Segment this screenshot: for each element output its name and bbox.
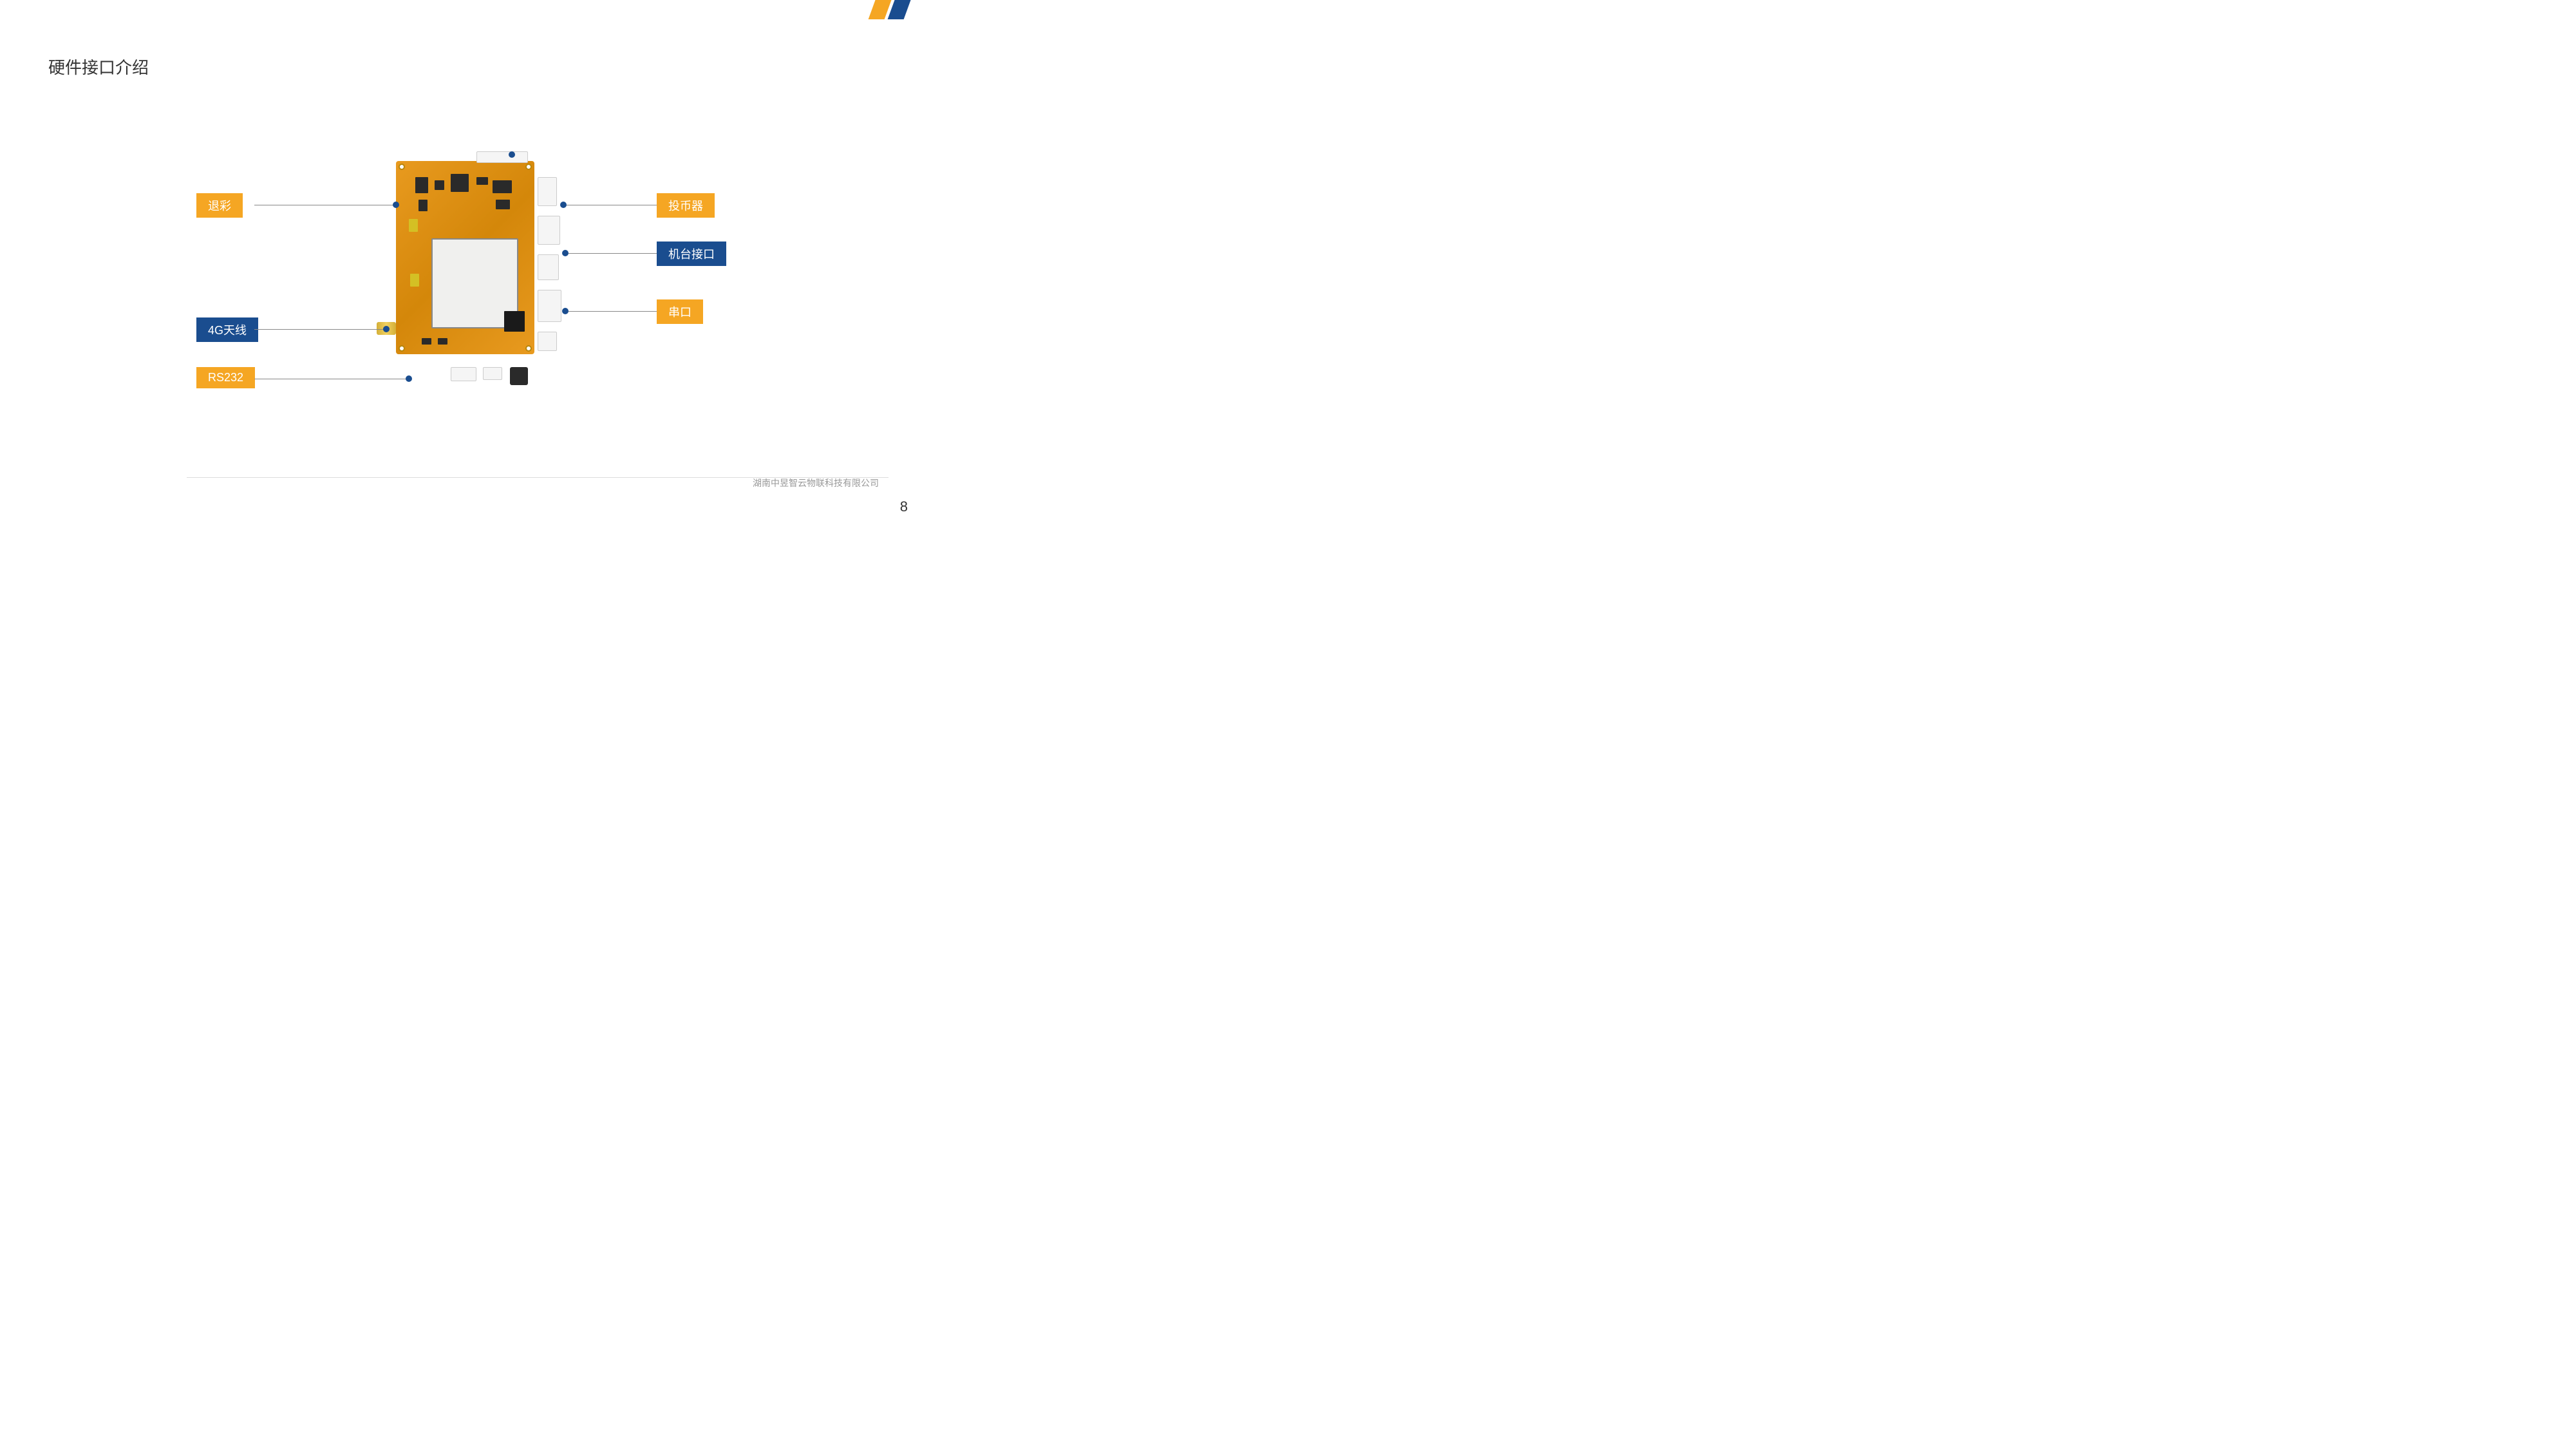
pcb-connector-right <box>538 290 561 322</box>
pcb-component <box>418 200 428 211</box>
pcb-connector-right <box>538 332 557 351</box>
leader-line <box>565 253 657 254</box>
leader-dot-top <box>509 151 515 158</box>
pcb-connector-right <box>538 177 557 206</box>
leader-line <box>254 329 386 330</box>
pcb-ic-chip <box>504 311 525 332</box>
pcb-hole <box>399 345 405 352</box>
pcb-component <box>422 338 431 345</box>
label-4g-antenna: 4G天线 <box>196 317 258 342</box>
leader-dot <box>406 375 412 382</box>
label-tuicai: 退彩 <box>196 193 243 218</box>
leader-dot <box>562 250 569 256</box>
pcb-component <box>496 200 510 209</box>
pcb-board <box>386 155 547 374</box>
pcb-connector-right <box>538 216 560 245</box>
leader-dot <box>393 202 399 208</box>
pcb-component <box>435 180 444 190</box>
pcb-component <box>438 338 447 345</box>
label-coin-acceptor: 投币器 <box>657 193 715 218</box>
pcb-connector-right <box>538 254 559 280</box>
label-machine-interface: 机台接口 <box>657 242 726 266</box>
page-title: 硬件接口介绍 <box>48 55 149 79</box>
pcb-connector-bottom <box>483 367 502 380</box>
leader-dot <box>383 326 390 332</box>
leader-dot <box>560 202 567 208</box>
pcb-hole <box>525 164 532 170</box>
pcb-main-body <box>396 161 534 354</box>
page-number: 8 <box>900 498 908 515</box>
pcb-connector-top <box>476 151 528 163</box>
pcb-hole <box>525 345 532 352</box>
pcb-capacitor <box>409 219 418 232</box>
pcb-component <box>476 177 488 185</box>
pcb-hole <box>399 164 405 170</box>
leader-dot <box>562 308 569 314</box>
pcb-capacitor <box>410 274 419 287</box>
footer-company: 湖南中昱智云物联科技有限公司 <box>753 477 879 489</box>
pcb-component <box>451 174 469 192</box>
pcb-connector-bottom <box>451 367 476 381</box>
label-rs232: RS232 <box>196 367 255 388</box>
corner-accent-blue <box>888 0 912 19</box>
pcb-component <box>415 177 428 193</box>
label-serial-port: 串口 <box>657 299 703 324</box>
diagram-area: 退彩 4G天线 RS232 投币器 机台接口 串口 <box>0 116 927 425</box>
pcb-switch <box>510 367 528 385</box>
pcb-component <box>493 180 512 193</box>
leader-line <box>565 311 657 312</box>
